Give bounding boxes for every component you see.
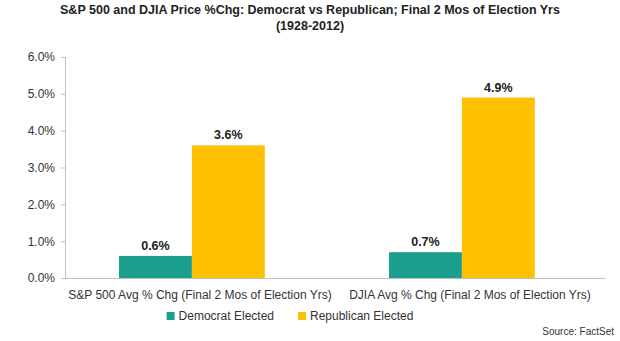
bar xyxy=(462,98,535,278)
y-tick: 0.0% xyxy=(28,271,65,285)
data-label: 0.6% xyxy=(141,239,170,253)
legend-swatch xyxy=(167,312,175,320)
y-tick: 1.0% xyxy=(28,235,65,249)
y-tick-label: 5.0% xyxy=(28,87,56,101)
y-tick-mark xyxy=(61,241,65,242)
y-tick-mark xyxy=(61,204,65,205)
legend-label: Republican Elected xyxy=(310,309,413,323)
plot: 0.0% 1.0% 2.0% 3.0% 4.0% 5.0% 6.0% 0.6% 0.7% 3.6%… xyxy=(28,50,606,301)
x-axis-line xyxy=(66,278,606,279)
legend-item: Democrat Elected xyxy=(167,309,274,323)
x-tick-label: DJIA Avg % Chg (Final 2 Mos of Election … xyxy=(349,288,591,302)
y-axis-line xyxy=(61,58,66,279)
y-tick-mark xyxy=(61,278,65,279)
title: S&P 500 and DJIA Price %Chg: Democrat vs… xyxy=(60,3,560,17)
bar xyxy=(389,252,462,278)
x-axis: S&P 500 Avg % Chg (Final 2 Mos of Electi… xyxy=(66,278,606,302)
y-tick-label: 6.0% xyxy=(28,50,56,64)
x-tick: DJIA Avg % Chg (Final 2 Mos of Election … xyxy=(349,278,591,302)
y-tick-mark xyxy=(61,131,65,132)
data-label: 3.6% xyxy=(214,128,243,142)
bar xyxy=(192,145,265,278)
title: (1928-2012) xyxy=(276,19,344,33)
data-label: 4.9% xyxy=(484,81,512,95)
bar xyxy=(119,256,192,278)
y-tick: 4.0% xyxy=(28,124,65,138)
legend-swatch xyxy=(298,312,306,320)
y-tick-label: 4.0% xyxy=(28,124,56,138)
x-tick-label: S&P 500 Avg % Chg (Final 2 Mos of Electi… xyxy=(68,288,331,302)
legend-label: Democrat Elected xyxy=(179,309,274,323)
annotation: Source: FactSet xyxy=(542,326,614,337)
data-labels: 0.6% 0.7% 3.6% 4.9% xyxy=(141,81,512,253)
chart: S&P 500 and DJIA Price %Chg: Democrat vs… xyxy=(0,0,620,341)
y-tick-mark xyxy=(61,57,65,58)
y-tick: 2.0% xyxy=(28,198,65,212)
y-tick-label: 1.0% xyxy=(28,235,56,249)
y-tick-label: 3.0% xyxy=(28,161,56,175)
y-tick-label: 0.0% xyxy=(28,271,56,285)
y-tick: 5.0% xyxy=(28,87,65,101)
x-tick: S&P 500 Avg % Chg (Final 2 Mos of Electi… xyxy=(68,278,331,302)
y-tick-mark xyxy=(61,94,65,95)
y-tick-mark xyxy=(61,168,65,169)
data-label: 0.7% xyxy=(411,235,440,249)
bars xyxy=(119,98,535,278)
y-tick-label: 2.0% xyxy=(28,198,56,212)
y-tick: 3.0% xyxy=(28,161,65,175)
y-axis: 0.0% 1.0% 2.0% 3.0% 4.0% 5.0% 6.0% xyxy=(28,50,66,285)
y-tick: 6.0% xyxy=(28,50,65,64)
legend: Democrat Elected Republican Elected xyxy=(167,309,414,323)
legend-item: Republican Elected xyxy=(298,309,413,323)
